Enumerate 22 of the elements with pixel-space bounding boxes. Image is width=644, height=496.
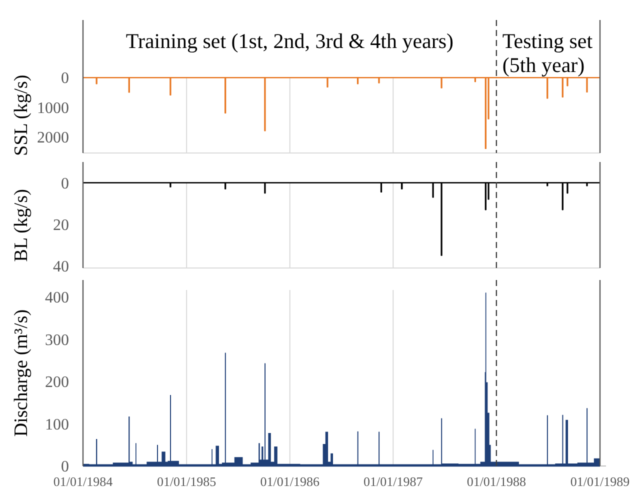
y-axis-title: SSL (kg/s) xyxy=(11,74,32,156)
y-axis-title: BL (kg/s) xyxy=(11,189,32,262)
y-tick-label: 0 xyxy=(61,70,69,88)
y-tick-label: 0 xyxy=(61,458,69,476)
y-tick-label: 40 xyxy=(53,258,69,276)
x-tick-label: 01/01/1984 xyxy=(53,474,114,489)
y-tick-label: 0 xyxy=(61,175,69,192)
y-tick-label: 1000 xyxy=(37,100,69,117)
y-tick-label: 20 xyxy=(53,216,69,234)
x-tick-label: 01/01/1985 xyxy=(156,474,216,489)
annotation: Training set (1st, 2nd, 3rd & 4th years) xyxy=(126,29,454,53)
annotation: Testing set (5th year) xyxy=(502,29,593,78)
y-tick-label: 200 xyxy=(45,374,69,392)
x-tick-label: 01/01/1987 xyxy=(364,474,424,489)
x-tick-label: 01/01/1986 xyxy=(260,474,320,489)
x-tick-label: 01/01/1988 xyxy=(466,474,526,489)
y-axis-title: Discharge (m³/s) xyxy=(11,309,32,437)
x-tick-label: 01/01/1989 xyxy=(570,474,630,489)
y-tick-label: 400 xyxy=(45,290,69,307)
y-tick-label: 2000 xyxy=(37,129,69,146)
y-tick-label: 100 xyxy=(45,416,69,434)
y-tick-label: 300 xyxy=(45,332,69,349)
